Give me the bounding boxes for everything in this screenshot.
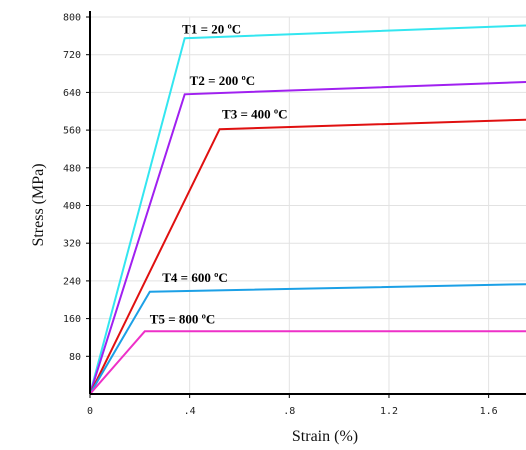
series-label-2: T2 = 200 ºC <box>190 73 256 88</box>
x-tick-label-3: 1.2 <box>380 406 398 417</box>
x-axis-title: Strain (%) <box>292 428 358 445</box>
series-lines <box>89 24 526 395</box>
y-tick-label-5: 480 <box>63 163 81 174</box>
grid <box>90 16 526 394</box>
y-tick-label-3: 320 <box>63 239 81 250</box>
series-line-5 <box>89 330 526 395</box>
series-line-3 <box>89 118 526 395</box>
y-tick-label-6: 560 <box>63 126 81 137</box>
series-label-4: T4 = 600 ºC <box>162 270 228 285</box>
y-axis-title: Stress (MPa) <box>30 163 47 246</box>
series-line-1 <box>89 24 526 395</box>
x-tick-label-0: 0 <box>87 406 93 417</box>
series-label-3: T3 = 400 ºC <box>222 106 288 121</box>
axes: 80 160 240 320 400 480 560 640 720 800 0 .4 .8 1.2 1.6 <box>63 11 526 417</box>
x-tick-label-2: .8 <box>283 406 295 417</box>
series-line-4 <box>89 283 526 395</box>
y-tick-label-4: 400 <box>63 201 81 212</box>
x-tick-label-1: .4 <box>184 406 196 417</box>
y-tick-label-1: 160 <box>63 314 81 325</box>
series-line-2 <box>89 81 526 395</box>
y-tick-label-0: 80 <box>69 352 81 363</box>
x-tick-label-4: 1.6 <box>480 406 498 417</box>
series-label-1: T1 = 20 ºC <box>182 21 241 36</box>
y-tick-label-7: 640 <box>63 88 81 99</box>
series-labels: T1 = 20 ºC T2 = 200 ºC T3 = 400 ºC T4 = 600… <box>150 21 288 326</box>
y-tick-label-8: 720 <box>63 50 81 61</box>
series-label-5: T5 = 800 ºC <box>150 311 216 326</box>
y-tick-label-2: 240 <box>63 276 81 287</box>
y-tick-label-9: 800 <box>63 13 81 24</box>
